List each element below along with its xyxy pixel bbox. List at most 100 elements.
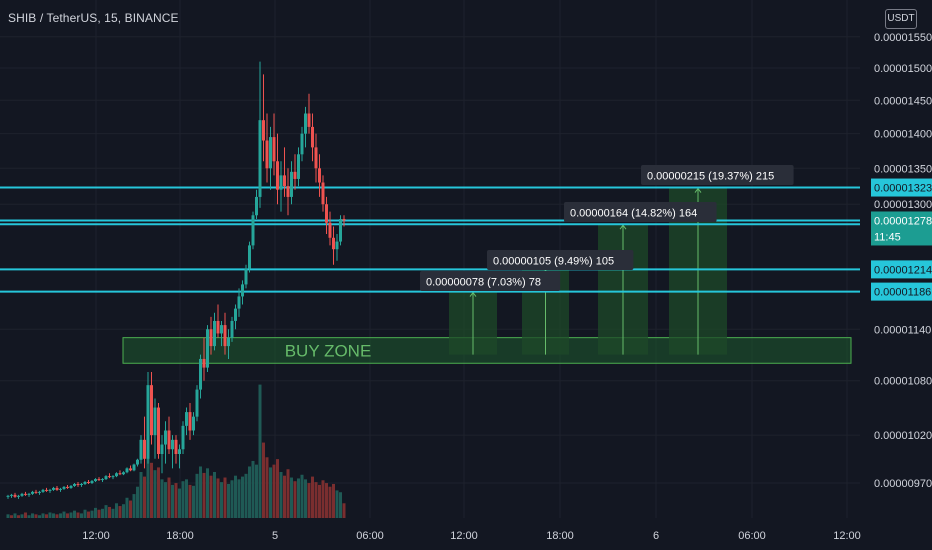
candle-body [101, 479, 104, 481]
target-label: 0.00000164 (14.82%) 164 [564, 202, 717, 222]
candle-body [206, 329, 209, 368]
time-tick-label: 12:00 [82, 530, 110, 542]
volume-bar [276, 459, 279, 518]
volume-bar [335, 490, 339, 518]
candle-body [174, 439, 178, 455]
price-tick-label: 0.00000970 [874, 478, 932, 490]
candle-body [318, 168, 321, 183]
candle-body [129, 468, 132, 471]
target-measure [598, 224, 648, 355]
price-tick-label: 0.00001020 [874, 430, 932, 442]
candle-body [41, 489, 45, 492]
time-tick-label: 12:00 [833, 530, 861, 542]
volume-bar [216, 478, 220, 518]
volume-bar [244, 473, 248, 518]
target-measure [449, 291, 497, 355]
level-price-label: 0.00001323 [874, 183, 932, 195]
candle-body [69, 485, 73, 488]
volume-bar [206, 468, 209, 518]
candle-body [153, 407, 157, 436]
candle-body [115, 473, 118, 477]
target-label-text: 0.00000215 (19.37%) 215 [647, 171, 774, 183]
currency-button[interactable]: USDT [885, 9, 917, 29]
volume-bar [139, 472, 143, 518]
volume-bar [97, 509, 101, 518]
volume-bar [174, 483, 178, 518]
candle-body [13, 494, 17, 497]
price-tick-label: 0.00001400 [874, 129, 932, 141]
candle-body [45, 489, 48, 491]
volume-bar [321, 480, 325, 518]
candle-body [143, 439, 146, 459]
candle-body [59, 488, 62, 490]
volume-bar [199, 466, 202, 518]
volume-bar [66, 513, 69, 518]
candle-body [188, 412, 192, 431]
volume-bar [227, 483, 230, 518]
volume-bar [10, 515, 13, 518]
volume-bar [17, 515, 20, 518]
candle-body [111, 476, 115, 478]
volume-bar [311, 476, 314, 518]
candle-body [230, 320, 234, 338]
target-label: 0.00000078 (7.03%) 78 [420, 271, 561, 291]
volume-bar [342, 503, 346, 518]
candle-body [118, 473, 122, 475]
price-tick-label: 0.00001080 [874, 376, 932, 388]
volume-bar [178, 488, 181, 518]
candle-body [178, 449, 181, 455]
volume-bar [230, 480, 234, 518]
candle-body [139, 439, 143, 460]
volume-bar [45, 514, 48, 518]
volume-bar [258, 384, 262, 518]
volume-bar [171, 484, 174, 518]
volume-bar [48, 512, 52, 518]
time-tick-label: 06:00 [738, 530, 766, 542]
target-arrow-head [469, 291, 477, 297]
volume-bar [122, 504, 125, 518]
candle-body [146, 385, 150, 459]
volume-bar [34, 514, 38, 518]
candle-body [234, 308, 237, 321]
candle-body [314, 147, 318, 169]
volume-bar [62, 511, 66, 518]
candle-body [104, 476, 108, 480]
candle-body [286, 186, 290, 197]
candle-body [132, 464, 136, 471]
volume-bar [192, 485, 195, 518]
time-tick-label: 06:00 [356, 530, 384, 542]
volume-bar [209, 475, 213, 518]
candle-body [304, 113, 307, 134]
candle-body [108, 476, 111, 478]
volume-bar [31, 513, 34, 518]
volume-bar [20, 514, 24, 518]
volume-bar [188, 484, 192, 518]
candle-body [220, 325, 223, 334]
candle-body [311, 126, 314, 148]
candle-body [321, 182, 325, 205]
volume-bar [202, 472, 206, 518]
volume-bar [24, 512, 27, 518]
volume-bar [164, 482, 167, 518]
volume-bar [129, 500, 132, 518]
candle-body [244, 268, 248, 285]
volume-bar [94, 507, 97, 518]
candle-body [258, 120, 262, 197]
current-price-label: 0.00001278 [874, 215, 932, 227]
level-price-tag [871, 282, 932, 301]
price-tick-label: 0.00001500 [874, 63, 932, 75]
volume-bar [251, 460, 255, 518]
volume-bar [293, 481, 297, 518]
price-tick-label: 0.00001550 [874, 32, 932, 44]
volume-bar [255, 464, 258, 518]
candle-body [94, 479, 97, 482]
volume-bar [13, 513, 17, 518]
volume-bar [80, 513, 83, 518]
candle-body [237, 296, 241, 309]
candle-body [24, 493, 27, 495]
volume-bar [325, 483, 328, 518]
candle-body [262, 120, 265, 141]
candle-body [66, 486, 69, 488]
